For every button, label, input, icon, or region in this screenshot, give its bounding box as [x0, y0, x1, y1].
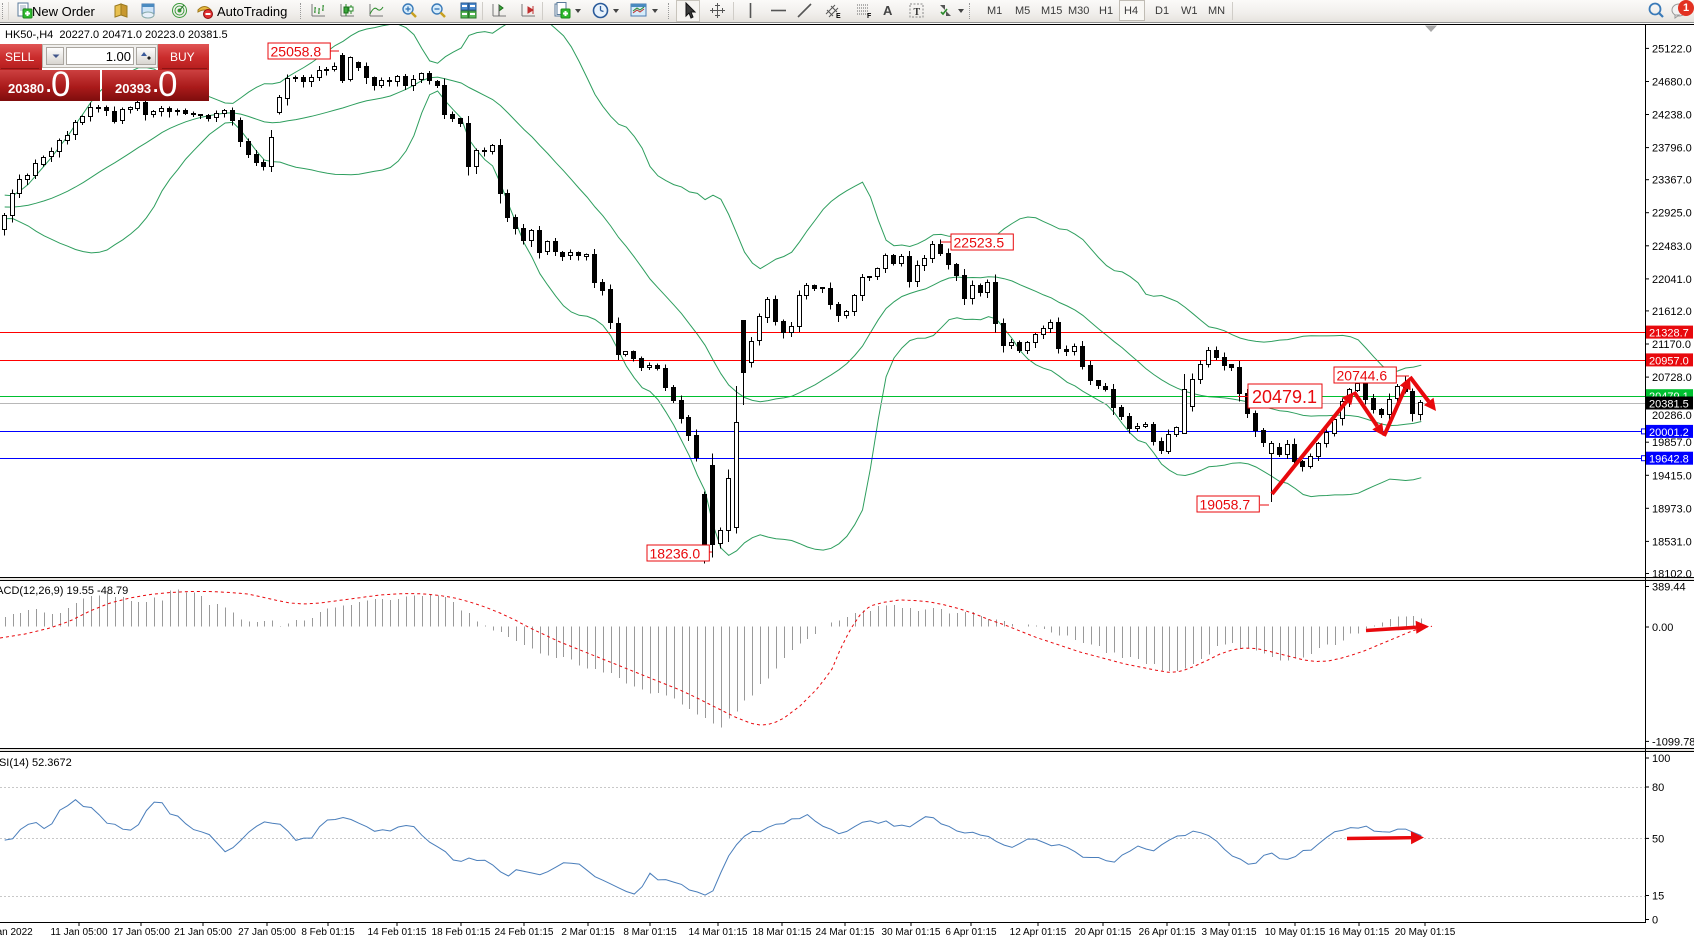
svg-text:30 Mar 01:15: 30 Mar 01:15 — [882, 927, 941, 938]
svg-text:26 Apr 01:15: 26 Apr 01:15 — [1139, 927, 1196, 938]
svg-text:0.00: 0.00 — [1652, 622, 1673, 634]
svg-text:18 Feb 01:15: 18 Feb 01:15 — [432, 927, 491, 938]
svg-text:8 Feb 01:15: 8 Feb 01:15 — [301, 927, 355, 938]
svg-text:16 May 01:15: 16 May 01:15 — [1329, 927, 1390, 938]
svg-text:18973.0: 18973.0 — [1652, 503, 1692, 515]
svg-text:19642.8: 19642.8 — [1649, 454, 1689, 466]
svg-text:20 May 01:15: 20 May 01:15 — [1395, 927, 1456, 938]
svg-text:22483.0: 22483.0 — [1652, 241, 1692, 253]
svg-text:3 May 01:15: 3 May 01:15 — [1201, 927, 1256, 938]
svg-text:22041.0: 22041.0 — [1652, 274, 1692, 286]
svg-text:24680.0: 24680.0 — [1652, 77, 1692, 89]
svg-text:3 Jan 2022: 3 Jan 2022 — [0, 927, 33, 938]
svg-text:25122.0: 25122.0 — [1652, 43, 1692, 55]
svg-text:22925.0: 22925.0 — [1652, 208, 1692, 220]
svg-text:T: T — [914, 7, 921, 18]
svg-text:19857.0: 19857.0 — [1652, 437, 1692, 449]
svg-text:21328.7: 21328.7 — [1649, 328, 1689, 340]
svg-text:2 Mar 01:15: 2 Mar 01:15 — [561, 927, 615, 938]
svg-text:20728.0: 20728.0 — [1652, 372, 1692, 384]
svg-text:23367.0: 23367.0 — [1652, 175, 1692, 187]
svg-text:6 Apr 01:15: 6 Apr 01:15 — [945, 927, 997, 938]
svg-text:E: E — [836, 13, 841, 19]
svg-text:20957.0: 20957.0 — [1649, 355, 1689, 367]
svg-text:27 Jan 05:00: 27 Jan 05:00 — [238, 927, 296, 938]
svg-text:21170.0: 21170.0 — [1652, 339, 1691, 351]
svg-text:10 May 01:15: 10 May 01:15 — [1265, 927, 1326, 938]
svg-text:21 Jan 05:00: 21 Jan 05:00 — [174, 927, 232, 938]
svg-text:19058.7: 19058.7 — [1200, 497, 1251, 513]
svg-text:F: F — [867, 13, 872, 19]
svg-text:24238.0: 24238.0 — [1652, 110, 1692, 122]
svg-text:50: 50 — [1652, 833, 1664, 845]
svg-text:0: 0 — [1652, 915, 1658, 927]
svg-text:24 Mar 01:15: 24 Mar 01:15 — [816, 927, 875, 938]
svg-text:20001.2: 20001.2 — [1649, 427, 1689, 439]
svg-text:18102.0: 18102.0 — [1652, 569, 1692, 581]
svg-text:HK50-,H4 20227.0 20471.0 2022: HK50-,H4 20227.0 20471.0 20223.0 20381.5 — [5, 29, 228, 41]
svg-text:14 Feb 01:15: 14 Feb 01:15 — [368, 927, 427, 938]
svg-text:20286.0: 20286.0 — [1652, 410, 1692, 422]
svg-text:20 Apr 01:15: 20 Apr 01:15 — [1075, 927, 1132, 938]
svg-text:24 Feb 01:15: 24 Feb 01:15 — [495, 927, 554, 938]
svg-text:25058.8: 25058.8 — [271, 44, 322, 60]
svg-text:20479.1: 20479.1 — [1252, 387, 1317, 407]
svg-text:22523.5: 22523.5 — [954, 235, 1005, 251]
svg-text:14 Mar 01:15: 14 Mar 01:15 — [689, 927, 748, 938]
svg-text:18531.0: 18531.0 — [1652, 536, 1692, 548]
svg-text:11 Jan 05:00: 11 Jan 05:00 — [50, 927, 108, 938]
svg-text:19415.0: 19415.0 — [1652, 470, 1692, 482]
svg-text:RSI(14) 52.3672: RSI(14) 52.3672 — [0, 757, 72, 769]
svg-text:100: 100 — [1652, 753, 1670, 765]
svg-text:MACD(12,26,9) 19.55 -48.79: MACD(12,26,9) 19.55 -48.79 — [0, 585, 128, 597]
svg-text:12 Apr 01:15: 12 Apr 01:15 — [1010, 927, 1067, 938]
svg-text:80: 80 — [1652, 782, 1664, 794]
svg-text:21612.0: 21612.0 — [1652, 306, 1692, 318]
svg-text:8 Mar 01:15: 8 Mar 01:15 — [623, 927, 677, 938]
svg-text:389.44: 389.44 — [1652, 582, 1686, 594]
svg-text:23796.0: 23796.0 — [1652, 143, 1692, 155]
svg-text:-1099.78: -1099.78 — [1652, 736, 1694, 748]
svg-text:15: 15 — [1652, 891, 1664, 903]
svg-text:18236.0: 18236.0 — [650, 546, 701, 562]
svg-text:20744.6: 20744.6 — [1337, 368, 1388, 384]
svg-text:18 Mar 01:15: 18 Mar 01:15 — [753, 927, 812, 938]
svg-text:20381.5: 20381.5 — [1649, 399, 1689, 411]
svg-text:17 Jan 05:00: 17 Jan 05:00 — [112, 927, 170, 938]
